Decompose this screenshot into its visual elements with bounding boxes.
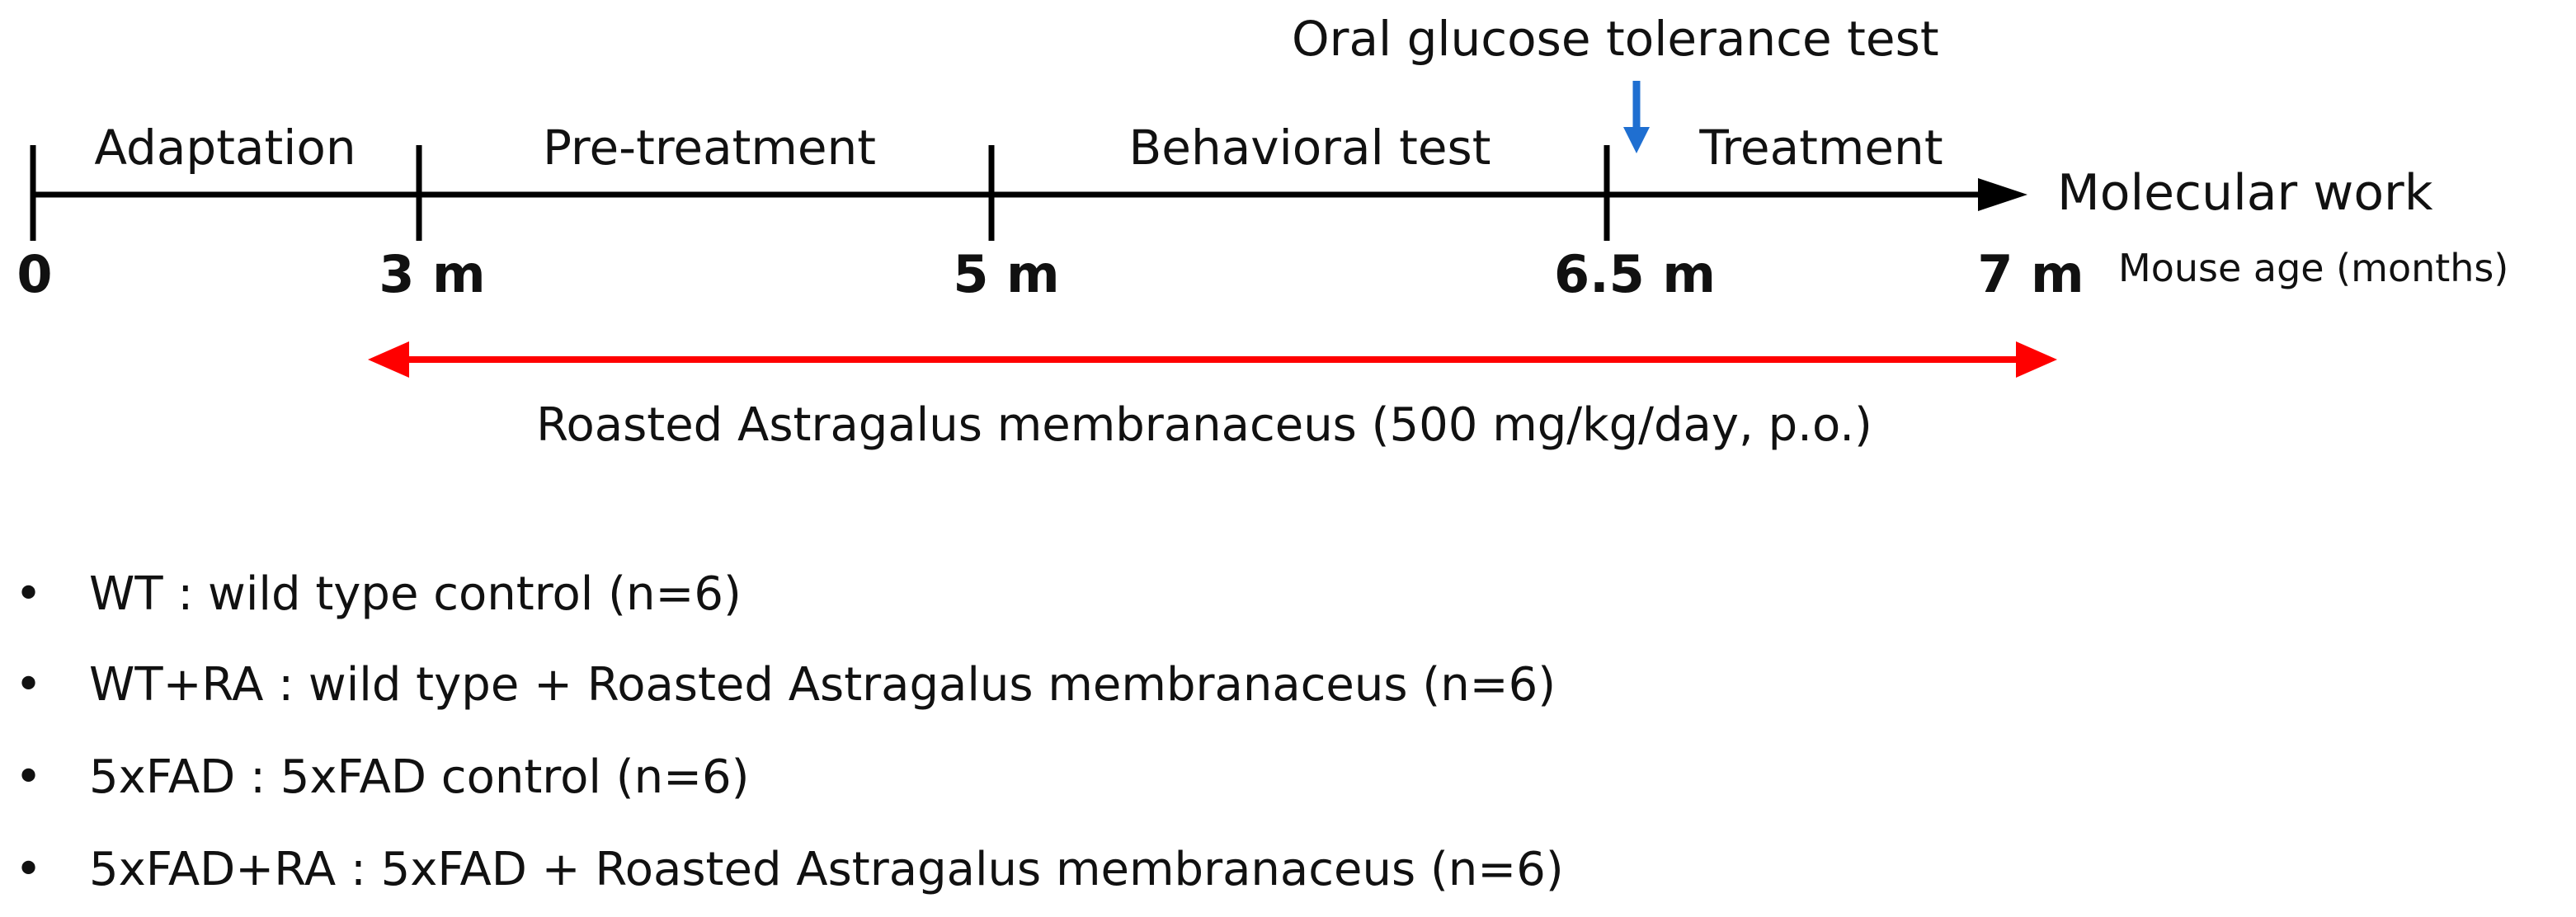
phase-label-behavioral-test: Behavioral test bbox=[1128, 120, 1491, 176]
molecular-work-label: Molecular work bbox=[2057, 164, 2433, 222]
legend-item-wt: • WT : wild type control (n=6) bbox=[15, 571, 742, 618]
ogtt-label: Oral glucose tolerance test bbox=[1292, 11, 1939, 67]
legend-item-5xfad-ra: • 5xFAD+RA : 5xFAD + Roasted Astragalus m… bbox=[15, 847, 1564, 893]
tick-label-3m: 3 m bbox=[379, 244, 486, 304]
tick-label-7m: 7 m bbox=[1977, 244, 2084, 304]
legend-text: WT+RA : wild type + Roasted Astragalus m… bbox=[89, 658, 1556, 712]
treatment-label: Roasted Astragalus membranaceus (500 mg/… bbox=[536, 398, 1872, 452]
legend-text: 5xFAD : 5xFAD control (n=6) bbox=[89, 750, 750, 804]
legend-item-wt-ra: • WT+RA : wild type + Roasted Astragalus … bbox=[15, 662, 1556, 708]
legend-text: WT : wild type control (n=6) bbox=[89, 567, 742, 621]
tick-label-5m: 5 m bbox=[953, 244, 1060, 304]
legend-text: 5xFAD+RA : 5xFAD + Roasted Astragalus me… bbox=[89, 843, 1564, 896]
legend-item-5xfad: • 5xFAD : 5xFAD control (n=6) bbox=[15, 755, 749, 801]
tick-label-0: 0 bbox=[16, 244, 53, 304]
treatment-arrowhead-right bbox=[2016, 341, 2057, 378]
treatment-arrowhead-left bbox=[368, 341, 409, 378]
phase-label-pretreatment: Pre-treatment bbox=[542, 120, 877, 176]
phase-label-adaptation: Adaptation bbox=[94, 120, 356, 176]
legend-bullet: • bbox=[15, 750, 43, 804]
phase-label-treatment: Treatment bbox=[1699, 120, 1943, 176]
timeline-arrowhead bbox=[1978, 178, 2027, 211]
legend-bullet: • bbox=[15, 658, 43, 712]
tick-label-6-5m: 6.5 m bbox=[1553, 244, 1717, 304]
axis-label: Mouse age (months) bbox=[2118, 246, 2509, 290]
legend-bullet: • bbox=[15, 843, 43, 896]
ogtt-arrowhead bbox=[1623, 127, 1650, 153]
legend-bullet: • bbox=[15, 567, 43, 621]
